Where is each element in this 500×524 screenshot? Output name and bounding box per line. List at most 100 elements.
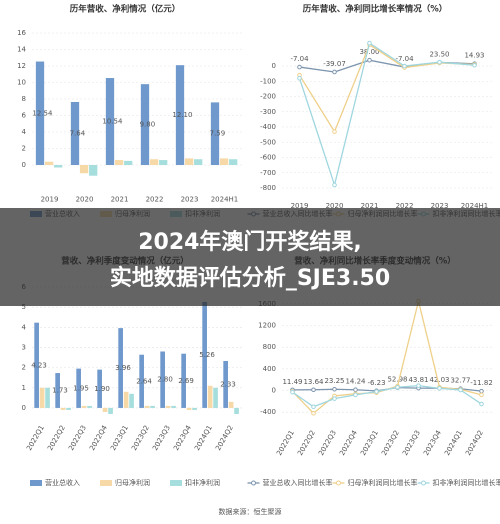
chart-title: 历年营收、净利同比增长率情况（%） (303, 4, 448, 15)
y-tick-label: 0 (272, 387, 276, 395)
x-tick-label: 2024Q2 (214, 424, 235, 452)
data-label: 2.33 (220, 380, 236, 388)
point (367, 40, 372, 46)
y-tick-label: -400 (260, 408, 276, 416)
point (437, 386, 442, 391)
data-label: 7.64 (70, 129, 86, 137)
data-label: 1.95 (73, 384, 89, 392)
x-tick-label: 2022Q3 (67, 424, 88, 452)
x-tick-label: 2024H1 (461, 202, 489, 210)
bar (129, 393, 134, 408)
y-tick-label: -100 (260, 77, 276, 85)
legend-label: 营业总收入同比增长率 (263, 478, 333, 487)
bar (66, 407, 71, 410)
legend-swatch (251, 480, 256, 486)
data-label: 2.80 (157, 376, 173, 384)
chart-panel: 历年营收、净利情况（亿元） 0 2 4 6 8 10 12 14 16 2019 2020 2021 20… (17, 4, 242, 218)
bar (114, 160, 124, 165)
chart-panel: 历年营收、净利同比增长率情况（%） 0 -100 -200 -300 -400 -500 -6… (247, 4, 500, 218)
x-tick-label: 2022Q1 (275, 429, 296, 457)
bar (186, 407, 192, 410)
x-tick-label: 2024Q2 (464, 429, 485, 457)
bar (35, 61, 45, 165)
y-tick-label: -600 (260, 154, 276, 162)
legend-swatch (170, 480, 182, 486)
point (353, 387, 358, 393)
data-label: 52.98 (387, 376, 407, 384)
bar (45, 387, 50, 408)
x-tick-label: 2022 (396, 202, 414, 210)
data-label: 14.24 (345, 378, 366, 386)
point (332, 129, 337, 134)
y-tick-label: 0 (22, 404, 26, 412)
x-tick-label: 2023Q3 (401, 429, 422, 457)
bar (229, 159, 238, 165)
point (402, 63, 407, 69)
bar (79, 165, 89, 174)
legend-swatch (30, 480, 42, 486)
y-tick-label: 12 (17, 62, 26, 70)
data-label: 1.90 (94, 385, 110, 393)
bar (184, 158, 194, 165)
x-tick-label: 2023Q4 (172, 424, 193, 453)
data-label: 1.73 (52, 386, 68, 394)
bar (144, 405, 150, 408)
point (332, 396, 337, 401)
data-label: -6.23 (367, 379, 385, 387)
y-tick-label: 10 (17, 79, 26, 87)
line (298, 42, 475, 188)
data-label: -7.04 (290, 55, 309, 63)
legend-label: 归母净利润同比增长率 (348, 478, 418, 487)
point (367, 57, 372, 63)
bar (192, 407, 197, 410)
y-tick-label: 400 (263, 365, 276, 373)
bar (234, 407, 239, 414)
data-label: 23.50 (429, 50, 449, 58)
point (332, 182, 337, 188)
data-label: 2.64 (136, 377, 152, 385)
data-label: -39.07 (323, 60, 346, 68)
bar (194, 159, 203, 165)
x-tick-label: 2023 (181, 196, 199, 204)
bar (124, 160, 133, 165)
y-tick-label: 1 (22, 384, 26, 392)
data-label: 12.10 (172, 111, 192, 119)
bar (39, 387, 45, 408)
point (479, 392, 484, 398)
data-label: 14.93 (464, 52, 484, 60)
source: 数据来源：恒生聚源 (219, 507, 282, 516)
x-tick-label: 2024H1 (211, 196, 239, 204)
point (353, 392, 358, 398)
bar (213, 387, 218, 408)
bar (118, 328, 123, 408)
y-tick-label: 3 (22, 343, 26, 351)
x-tick-label: 2022Q4 (88, 424, 109, 453)
x-tick-label: 2020 (326, 202, 344, 210)
x-tick-label: 2022Q2 (296, 429, 317, 457)
legend-swatch (336, 480, 341, 486)
y-tick-label: -700 (260, 169, 276, 177)
legend-swatch (100, 480, 112, 486)
chart-title: 历年营收、净利情况（亿元） (70, 4, 181, 15)
bar (228, 401, 234, 408)
point (311, 387, 316, 393)
x-tick-label: 2019 (291, 202, 309, 210)
data-label: 3.96 (115, 364, 131, 372)
x-tick-label: 2023Q3 (151, 424, 172, 452)
data-label: 43.81 (408, 376, 428, 384)
x-tick-label: 2021 (111, 196, 129, 204)
y-tick-label: 4 (22, 128, 27, 136)
y-tick-label: 0 (22, 161, 26, 169)
data-label: 9.80 (140, 121, 156, 129)
legend-label: 归母净利润 (115, 478, 150, 487)
point (374, 389, 379, 394)
legend-label: 营业总收入 (45, 478, 80, 487)
bar (202, 301, 207, 408)
x-tick-label: 2022Q2 (46, 424, 67, 452)
bar (181, 353, 186, 408)
data-label: 42.03 (429, 376, 449, 384)
banner-bg (0, 208, 500, 306)
bar (175, 65, 185, 165)
bar (102, 407, 108, 412)
